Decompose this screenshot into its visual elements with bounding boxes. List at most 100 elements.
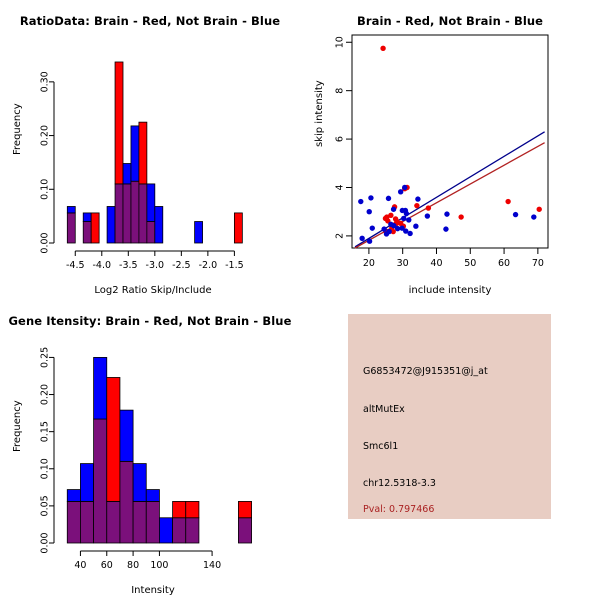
x-axis-tick-label: -3.0 <box>146 260 165 271</box>
histogram-bar <box>138 121 148 185</box>
histogram-bar <box>185 517 200 544</box>
y-axis-tick-label: 8 <box>335 88 346 94</box>
scatter-point <box>403 228 409 234</box>
histogram-bar <box>106 206 116 244</box>
panel-ratio-histogram: RatioData: Brain - Red, Not Brain - Blue… <box>0 0 300 300</box>
y-axis-tick-label: 2 <box>335 233 346 239</box>
x-axis-tick-label: -1.5 <box>225 260 244 271</box>
y-axis-tick-label: 0.10 <box>40 179 51 200</box>
scatter-point <box>536 206 542 212</box>
histogram-bar <box>145 489 160 502</box>
x-axis-tick-label: -4.0 <box>93 260 112 271</box>
info-panel-background: G6853472@J915351@j_at altMutEx Smc6l1 ch… <box>348 314 551 519</box>
y-axis-tick-label: 0.30 <box>40 71 51 92</box>
y-axis-tick-label: 6 <box>335 136 346 142</box>
ratio-histogram-y-axis-label: Frequency <box>12 102 23 155</box>
histogram-bar <box>130 125 140 182</box>
scatter-point <box>359 235 365 242</box>
svg-ratio-y-axis: 0.00 0.10 0.20 0.30 <box>40 71 55 254</box>
y-axis-tick-label: 0.20 <box>40 384 51 405</box>
histogram-bar <box>138 183 148 244</box>
scatter-point <box>358 198 364 205</box>
x-axis-tick-label: 40 <box>74 560 86 571</box>
scatter-point <box>388 212 394 219</box>
scatter-point <box>391 223 397 229</box>
histogram-bar <box>238 517 252 544</box>
histogram-bar <box>132 501 147 544</box>
histogram-bar <box>106 501 121 544</box>
x-axis-tick-label: 100 <box>150 560 168 571</box>
scatter-point <box>368 195 374 201</box>
panel-gene-histogram: Gene Itensity: Brain - Red, Not Brain - … <box>0 300 300 600</box>
scatter-point <box>394 225 401 232</box>
scatter-point <box>425 205 432 211</box>
scatter-point <box>407 230 413 237</box>
histogram-bar <box>119 409 134 462</box>
histogram-bar <box>114 61 124 185</box>
scatter-point <box>406 217 412 223</box>
histogram-bar <box>146 221 156 244</box>
ratio-histogram-x-axis-label: Log2 Ratio Skip/Include <box>94 285 212 296</box>
x-axis-tick-label: 80 <box>127 560 139 571</box>
x-axis-tick-label: -4.5 <box>66 260 85 271</box>
info-event-type: altMutEx <box>363 404 405 415</box>
scatter-point <box>444 211 450 217</box>
x-axis-tick-label: -3.5 <box>119 260 138 271</box>
gene-histogram-x-axis-label: Intensity <box>131 585 175 596</box>
histogram-bar <box>172 517 187 544</box>
svg-ratio-bars <box>66 61 243 244</box>
scatter-point <box>366 238 373 244</box>
scatter-point <box>390 206 397 212</box>
scatter-point <box>401 215 407 222</box>
histogram-bar <box>194 221 203 244</box>
panel-scatter: Brain - Red, Not Brain - Blue 2 4 6 8 10 20 30… <box>300 0 600 300</box>
scatter-point <box>390 228 396 235</box>
scatter-point <box>399 225 405 231</box>
x-axis-tick-label: 60 <box>101 560 113 571</box>
svg-gene-x-axis: 40 60 80 100 140 <box>74 550 221 571</box>
scatter-plot: 2 4 6 8 10 20 30 40 50 60 70 <box>335 34 549 269</box>
scatter-point <box>366 208 372 215</box>
scatter-point <box>505 198 511 205</box>
scatter-plot-frame <box>351 34 549 249</box>
scatter-point <box>531 214 537 220</box>
scatter-point <box>413 223 419 229</box>
x-axis-tick-label: 140 <box>203 560 221 571</box>
histogram-bar <box>159 517 173 544</box>
scatter-series <box>380 45 542 235</box>
histogram-bar <box>82 221 92 244</box>
y-axis-tick-label: 0.00 <box>40 232 51 253</box>
scatter-point <box>397 189 404 195</box>
y-axis-tick-label: 0.05 <box>40 495 51 516</box>
y-axis-tick-label: 0.15 <box>40 421 51 442</box>
histogram-bar <box>172 501 187 519</box>
histogram-bar <box>146 183 156 222</box>
histogram-bar <box>66 489 81 502</box>
ratio-histogram-plot: 0.00 0.10 0.20 0.30 -4.5 -4.0 -3.5 -3.0 -2.5 -2.0… <box>40 61 244 271</box>
x-axis-tick-label: -2.5 <box>172 260 191 271</box>
info-probe-id: G6853472@J915351@j_at <box>363 366 488 377</box>
scatter-point <box>458 214 464 220</box>
histogram-bar <box>66 501 81 544</box>
x-axis-tick-label: 20 <box>363 258 375 269</box>
svg-ratio-x-axis: -4.5 -4.0 -3.5 -3.0 -2.5 -2.0 -1.5 <box>66 250 244 271</box>
histogram-bar <box>66 212 76 244</box>
x-axis-tick-label: 60 <box>498 258 510 269</box>
histogram-bar <box>80 501 94 544</box>
histogram-bar <box>185 501 200 519</box>
scatter-point <box>385 195 392 202</box>
histogram-bar <box>80 463 94 502</box>
histogram-bar <box>238 501 252 519</box>
panel-info: G6853472@J915351@j_at altMutEx Smc6l1 ch… <box>300 300 600 600</box>
histogram-bar <box>154 206 164 244</box>
y-axis-tick-label: 0.25 <box>40 347 51 368</box>
histogram-bar <box>66 206 76 214</box>
histogram-bar <box>233 212 243 244</box>
scatter-point <box>380 45 386 52</box>
x-axis-tick-label: 30 <box>397 258 409 269</box>
scatter-point <box>414 202 420 209</box>
info-gene-symbol: Smc6l1 <box>363 441 399 452</box>
histogram-bar <box>132 463 147 502</box>
histogram-bar <box>122 183 132 244</box>
